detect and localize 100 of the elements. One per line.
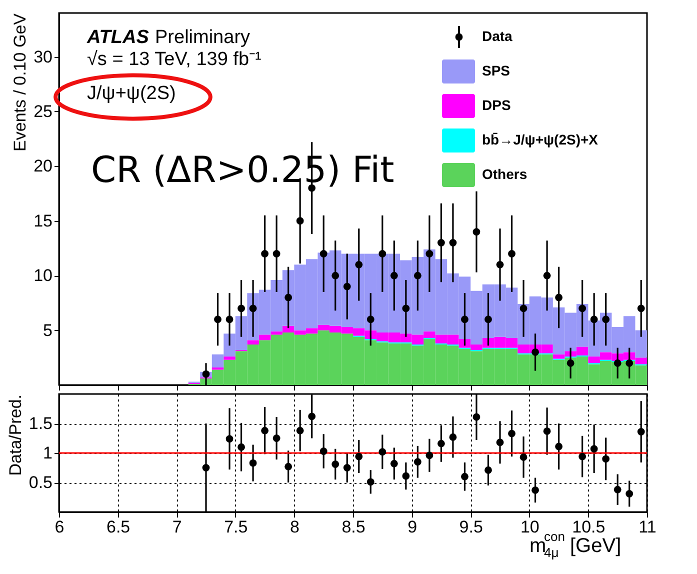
point bbox=[249, 459, 257, 467]
legend-label: Others bbox=[482, 166, 528, 182]
annotation: Preliminary bbox=[155, 27, 251, 48]
point bbox=[355, 260, 363, 268]
point bbox=[261, 250, 269, 258]
point bbox=[272, 434, 280, 442]
x-tick-label: 7.5 bbox=[224, 518, 248, 536]
point bbox=[555, 442, 563, 450]
point bbox=[566, 359, 574, 367]
y-tick-label: 25 bbox=[34, 102, 52, 121]
bar bbox=[258, 334, 271, 340]
x-tick-label: 8 bbox=[290, 518, 300, 536]
y-axis-title: Events / 0.10 GeV bbox=[10, 12, 30, 152]
point bbox=[496, 260, 504, 268]
point bbox=[332, 460, 340, 468]
point bbox=[355, 452, 363, 460]
point bbox=[214, 316, 222, 324]
y-tick-label: 15 bbox=[34, 211, 52, 230]
point bbox=[461, 316, 468, 324]
annotation: √s = 13 TeV, 139 fb⁻¹ bbox=[87, 49, 262, 70]
point bbox=[320, 448, 328, 455]
point bbox=[637, 304, 645, 312]
point bbox=[449, 433, 457, 441]
y-tick-label: 5 bbox=[43, 320, 52, 340]
point bbox=[496, 438, 504, 446]
y-tick-label: 30 bbox=[34, 47, 52, 66]
y-tick-label: 0.5 bbox=[28, 473, 52, 492]
point bbox=[437, 440, 445, 448]
point bbox=[520, 304, 528, 312]
x-tick-label: 6.5 bbox=[106, 518, 130, 536]
point bbox=[449, 239, 457, 246]
point bbox=[343, 464, 351, 472]
point bbox=[272, 250, 280, 258]
point bbox=[578, 452, 586, 460]
point bbox=[555, 294, 563, 302]
x-tick-label: 9 bbox=[408, 518, 418, 536]
point bbox=[484, 316, 492, 324]
y-tick-label: 1.5 bbox=[28, 414, 52, 433]
point bbox=[366, 316, 374, 324]
y-tick-label: 1 bbox=[43, 444, 52, 462]
y-tick-label: 10 bbox=[34, 266, 52, 286]
point bbox=[402, 472, 410, 480]
point bbox=[332, 272, 340, 280]
y-tick-label: 20 bbox=[34, 156, 52, 176]
annotation: J/ψ+ψ(2S) bbox=[87, 83, 176, 104]
point bbox=[508, 250, 516, 258]
x-tick-label: 9.5 bbox=[459, 518, 483, 536]
point bbox=[390, 460, 398, 468]
point bbox=[378, 448, 386, 456]
x-tick-label: 6 bbox=[54, 518, 64, 536]
x-tick-label: 11 bbox=[638, 518, 656, 536]
point bbox=[390, 272, 398, 280]
point bbox=[261, 426, 269, 434]
bar bbox=[224, 356, 236, 360]
point bbox=[543, 427, 551, 435]
point bbox=[461, 472, 468, 480]
point bbox=[520, 453, 528, 461]
x-tick-label: 8.5 bbox=[342, 518, 366, 536]
point bbox=[426, 452, 434, 460]
x-tick-label: 7 bbox=[172, 518, 182, 536]
point bbox=[296, 426, 304, 434]
point bbox=[614, 359, 622, 367]
point bbox=[249, 304, 257, 312]
point bbox=[543, 272, 551, 280]
point bbox=[626, 359, 634, 367]
annotation: ATLAS bbox=[86, 27, 150, 48]
legend-label: DPS bbox=[482, 97, 511, 113]
legend-label: SPS bbox=[482, 62, 510, 78]
point bbox=[414, 272, 422, 280]
point bbox=[437, 239, 445, 246]
legend-label: bb̄→J/ψ+ψ(2S)+X bbox=[482, 132, 599, 148]
point bbox=[472, 413, 480, 421]
point bbox=[296, 217, 304, 225]
point bbox=[202, 464, 210, 472]
point bbox=[378, 250, 386, 258]
point bbox=[284, 294, 292, 302]
point bbox=[402, 304, 410, 312]
point bbox=[614, 486, 622, 494]
point bbox=[626, 490, 634, 498]
y-axis-title: Data/Pred. bbox=[6, 394, 25, 476]
point bbox=[226, 316, 234, 324]
point bbox=[426, 250, 434, 258]
point bbox=[284, 462, 292, 470]
point bbox=[343, 282, 351, 290]
legend-label: Data bbox=[482, 28, 513, 44]
point bbox=[484, 466, 492, 474]
point bbox=[590, 445, 598, 453]
point bbox=[472, 228, 480, 236]
point bbox=[226, 435, 234, 443]
point bbox=[238, 443, 245, 451]
point bbox=[238, 304, 245, 312]
point bbox=[578, 304, 586, 312]
point bbox=[602, 455, 610, 463]
point bbox=[308, 412, 316, 420]
point bbox=[590, 316, 598, 324]
x-tick-label: 10.5 bbox=[572, 518, 606, 536]
point bbox=[602, 316, 610, 324]
point bbox=[366, 478, 374, 486]
point bbox=[320, 250, 328, 258]
point bbox=[508, 430, 516, 438]
